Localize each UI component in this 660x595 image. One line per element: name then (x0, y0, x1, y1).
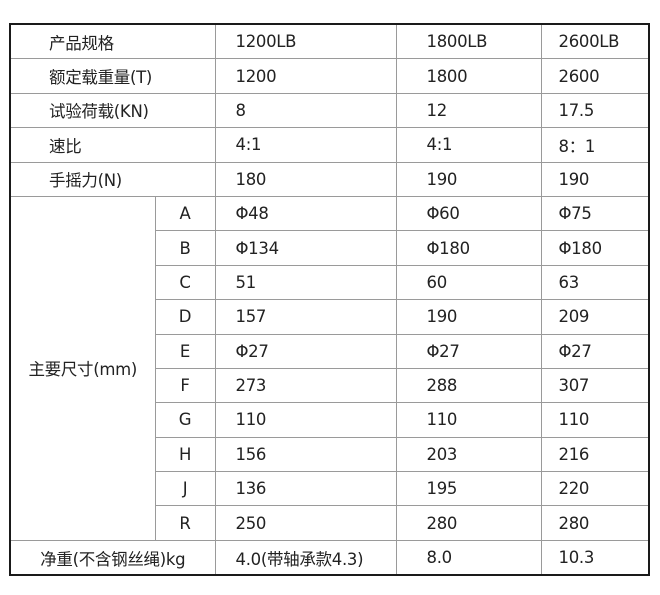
value-cell: 203 (395, 436, 542, 473)
row-label: 额定载重量(T) (9, 58, 216, 94)
dimension-row: D 157 190 209 (10, 299, 650, 335)
value-cell: Φ180 (395, 230, 542, 266)
value-cell: 1200 (214, 58, 397, 94)
header-row: 产品规格 1200LB 1800LB 2600LB (9, 23, 650, 60)
value-cell: 1800 (395, 58, 542, 94)
value-cell: 8.0 (395, 539, 542, 576)
dimension-key: D (154, 299, 216, 335)
value-cell: 190 (540, 161, 650, 197)
value-cell: Φ60 (395, 195, 542, 232)
value-cell: Φ75 (540, 195, 650, 232)
value-cell: 63 (540, 264, 650, 301)
value-cell: 8 (214, 92, 397, 129)
value-cell: Φ27 (540, 333, 650, 369)
value-cell: Φ48 (214, 195, 397, 232)
dimension-key: B (154, 230, 216, 266)
value-cell: 110 (395, 402, 542, 438)
value-cell: 2600 (540, 58, 650, 94)
dimension-key: C (154, 264, 216, 301)
value-cell: 4:1 (395, 127, 542, 163)
row-label: 产品规格 (9, 23, 216, 60)
dimension-key: R (154, 505, 216, 541)
value-cell: 110 (540, 402, 650, 438)
value-cell: Φ27 (214, 333, 397, 369)
dimension-row: 主要尺寸(mm) A Φ48 Φ60 Φ75 (9, 195, 650, 541)
dimension-key: H (154, 436, 216, 473)
dimension-row: R 250 280 280 (10, 505, 650, 541)
dimension-key: A (154, 195, 216, 232)
value-cell: 307 (540, 367, 650, 404)
value-cell: 209 (540, 299, 650, 335)
value-cell: 12 (395, 92, 542, 129)
row-label: 速比 (9, 127, 216, 163)
dimension-key: G (154, 402, 216, 438)
dimension-row: H 156 203 216 (10, 436, 650, 473)
value-cell: Φ134 (214, 230, 397, 266)
row-label: 试验荷载(KN) (9, 92, 216, 129)
value-cell: 51 (214, 264, 397, 301)
value-cell: 190 (395, 161, 542, 197)
value-cell: 288 (395, 367, 542, 404)
value-cell: 273 (214, 367, 397, 404)
value-cell: 157 (214, 299, 397, 335)
dimensions-group-label: 主要尺寸(mm) (9, 195, 156, 541)
value-cell: 136 (214, 471, 397, 507)
net-weight-row: 净重(不含钢丝绳)kg 4.0(带轴承款4.3) 8.0 10.3 (9, 539, 650, 576)
model-header: 1800LB (395, 23, 542, 60)
value-cell: 4:1 (214, 127, 397, 163)
value-cell: 10.3 (540, 539, 650, 576)
value-cell: 280 (540, 505, 650, 541)
value-cell: 110 (214, 402, 397, 438)
row-label: 手摇力(N) (9, 161, 216, 197)
value-cell: 216 (540, 436, 650, 473)
dimension-row: F 273 288 307 (10, 367, 650, 404)
table-row: 试验荷载(KN) 8 12 17.5 (9, 92, 650, 129)
value-cell: 17.5 (540, 92, 650, 129)
value-cell: 190 (395, 299, 542, 335)
value-cell: 8：1 (540, 127, 650, 163)
dimension-row: C 51 60 63 (10, 264, 650, 301)
row-label: 净重(不含钢丝绳)kg (9, 539, 216, 576)
value-cell: 250 (214, 505, 397, 541)
value-cell: 4.0(带轴承款4.3) (214, 539, 397, 576)
value-cell: 195 (395, 471, 542, 507)
dimension-row: E Φ27 Φ27 Φ27 (10, 333, 650, 369)
value-cell: 280 (395, 505, 542, 541)
value-cell: 180 (214, 161, 397, 197)
value-cell: Φ180 (540, 230, 650, 266)
value-cell: Φ27 (395, 333, 542, 369)
model-header: 1200LB (214, 23, 397, 60)
value-cell: 220 (540, 471, 650, 507)
table-row: 速比 4:1 4:1 8：1 (9, 127, 650, 163)
dimension-row: G 110 110 110 (10, 402, 650, 438)
value-cell: 156 (214, 436, 397, 473)
value-cell: 60 (395, 264, 542, 301)
spec-table: 产品规格 1200LB 1800LB 2600LB 额定载重量(T) 1200 1800 26… (9, 23, 650, 577)
table-row: 手摇力(N) 180 190 190 (9, 161, 650, 197)
model-header: 2600LB (540, 23, 650, 60)
dimension-key: E (154, 333, 216, 369)
table-row: 额定载重量(T) 1200 1800 2600 (9, 58, 650, 94)
dimension-row: J 136 195 220 (10, 471, 650, 507)
dimension-key: F (154, 367, 216, 404)
dimension-key: J (154, 471, 216, 507)
